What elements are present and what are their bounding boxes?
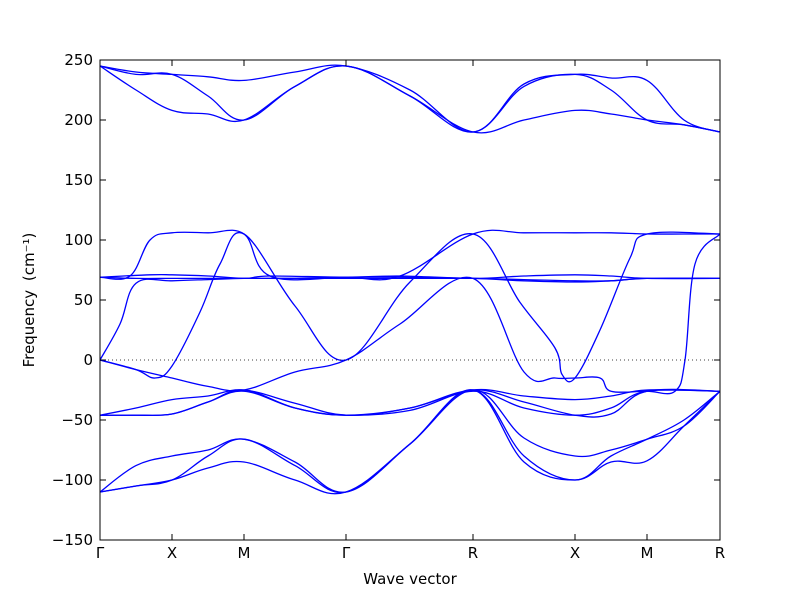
x-tick-label: R xyxy=(468,544,478,562)
band-line-1 xyxy=(99,64,721,133)
band-line-3 xyxy=(99,65,721,134)
band-line-14 xyxy=(99,389,721,494)
y-axis-title-unit: (cm⁻¹) xyxy=(20,233,38,282)
band-line-13 xyxy=(99,389,721,493)
y-tick-label: 0 xyxy=(83,351,93,369)
x-axis-title: Wave vector xyxy=(363,570,457,588)
y-tick-label: 150 xyxy=(64,171,93,189)
y-tick-label: 250 xyxy=(64,51,93,69)
plot-frame xyxy=(99,59,721,541)
x-tick-label: M xyxy=(238,544,251,562)
x-tick-label: X xyxy=(167,544,177,562)
y-tick-label: 50 xyxy=(74,291,93,309)
y-tick-label: 100 xyxy=(64,231,93,249)
band-line-8 xyxy=(99,231,721,383)
band-line-11 xyxy=(99,388,721,418)
y-axis-title-text: Frequency xyxy=(20,290,38,368)
x-tick-label: Γ xyxy=(96,544,105,562)
phonon-bands xyxy=(99,64,721,495)
band-line-12 xyxy=(99,389,721,417)
y-axis-title: Frequency (cm⁻¹) xyxy=(20,233,38,368)
x-tick-label: R xyxy=(715,544,725,562)
y-tick-label: 200 xyxy=(64,111,93,129)
x-tick-label: M xyxy=(641,544,654,562)
band-line-9 xyxy=(99,233,721,395)
y-tick-label: −50 xyxy=(61,411,93,429)
y-tick-label: −150 xyxy=(52,531,93,549)
band-line-7 xyxy=(99,276,721,361)
x-tick-label: X xyxy=(570,544,580,562)
band-line-5 xyxy=(99,273,721,280)
band-line-15 xyxy=(99,389,721,495)
x-tick-label: Γ xyxy=(342,544,351,562)
band-line-4 xyxy=(99,229,720,281)
y-tick-label: −100 xyxy=(52,471,93,489)
y-axis-ticks: −150 −100 −50 0 50 100 150 200 250 xyxy=(52,51,720,549)
